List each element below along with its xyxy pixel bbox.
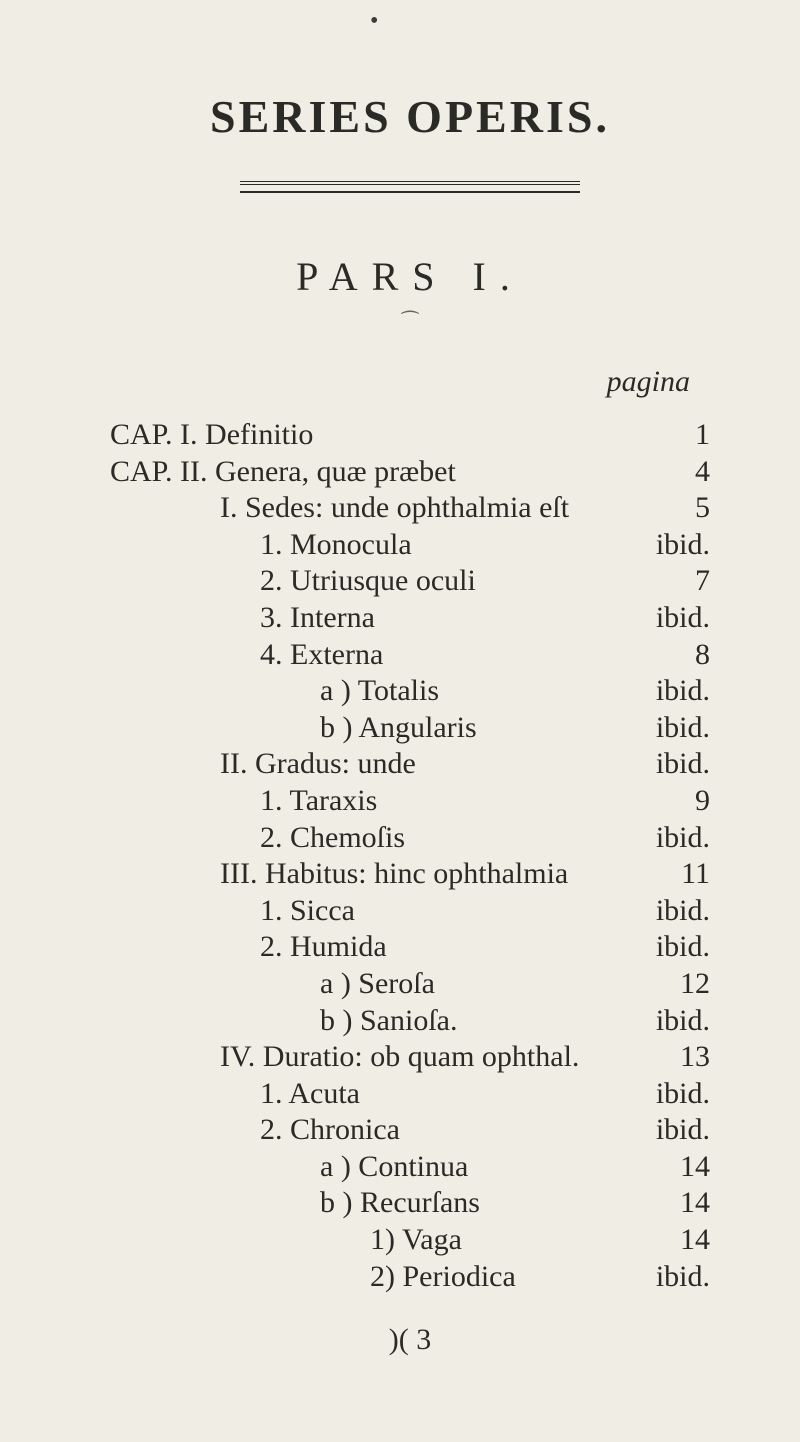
toc-entry-label: 2. Humida — [110, 929, 387, 966]
toc-entry: 2) Periodica ibid. — [110, 1259, 710, 1296]
toc-entry-page: 13 — [668, 1039, 710, 1076]
toc-entry: 3. Interna ibid. — [110, 600, 710, 637]
toc-entry-page: 12 — [668, 966, 710, 1003]
pagina-label: pagina — [110, 365, 710, 399]
toc-entry-label: 3. Interna — [110, 600, 375, 637]
toc-entry-label: I. Sedes: unde ophthalmia eſt — [110, 490, 569, 527]
toc-entry-label: a ) Continua — [110, 1149, 468, 1186]
toc-entry: 1. Monocula ibid. — [110, 527, 710, 564]
toc-entry: CAP. II. Genera, quæ præbet 4 — [110, 454, 710, 491]
toc-entry: b ) Recurſans 14 — [110, 1185, 710, 1222]
toc-entry: a ) Continua 14 — [110, 1149, 710, 1186]
toc-entry: I. Sedes: unde ophthalmia eſt 5 — [110, 490, 710, 527]
toc-entry-page: 9 — [683, 783, 710, 820]
toc-entry: 4. Externa 8 — [110, 637, 710, 674]
toc-entry-page: 1 — [683, 417, 710, 454]
toc-entry-page: 7 — [683, 563, 710, 600]
toc-entry: IV. Duratio: ob quam ophthal. 13 — [110, 1039, 710, 1076]
toc-entry-page: 8 — [683, 637, 710, 674]
toc-entry-label: a ) Seroſa — [110, 966, 435, 1003]
toc-entry-page: ibid. — [644, 1076, 710, 1113]
page: • SERIES OPERIS. PARS I. ⁀ pagina CAP. I… — [0, 0, 800, 1442]
toc-entry-label: a ) Totalis — [110, 673, 439, 710]
toc-entry: 1) Vaga 14 — [110, 1222, 710, 1259]
toc-entry-page: ibid. — [644, 527, 710, 564]
toc-entry: 1. Taraxis 9 — [110, 783, 710, 820]
toc-entry-page: 5 — [683, 490, 710, 527]
toc-entry-label: CAP. II. Genera, quæ præbet — [110, 454, 456, 491]
toc-entry-label: 2. Utriusque oculi — [110, 563, 476, 600]
toc-entry-page: ibid. — [644, 600, 710, 637]
toc-entry: 2. Chemoſis ibid. — [110, 820, 710, 857]
toc-entry-page: 14 — [668, 1149, 710, 1186]
toc-entry-label: 1. Acuta — [110, 1076, 360, 1113]
toc-entry: 1. Acuta ibid. — [110, 1076, 710, 1113]
toc-entry: b ) Sanioſa. ibid. — [110, 1003, 710, 1040]
toc-entry: 2. Humida ibid. — [110, 929, 710, 966]
toc-entry: II. Gradus: unde ibid. — [110, 746, 710, 783]
toc-entry-label: b ) Sanioſa. — [110, 1003, 457, 1040]
toc-entry-label: 1) Vaga — [110, 1222, 462, 1259]
toc-entry-page: 11 — [669, 856, 710, 893]
top-mark: • — [370, 8, 378, 35]
toc-entry-label: III. Habitus: hinc ophthalmia — [110, 856, 568, 893]
toc-entry-label: b ) Recurſans — [110, 1185, 480, 1222]
toc-entry-label: 1. Taraxis — [110, 783, 377, 820]
toc-entry-page: ibid. — [644, 710, 710, 747]
toc-entry-label: 2. Chronica — [110, 1112, 400, 1149]
toc-entry-page: ibid. — [644, 1003, 710, 1040]
pars-heading: PARS I. — [110, 253, 710, 300]
toc-entry-page: 14 — [668, 1222, 710, 1259]
toc-entry: a ) Totalis ibid. — [110, 673, 710, 710]
toc-entry-page: 4 — [683, 454, 710, 491]
toc-entry-page: ibid. — [644, 893, 710, 930]
table-of-contents: CAP. I. Definitio1CAP. II. Genera, quæ p… — [110, 417, 710, 1295]
swash-mark: ⁀ — [110, 310, 710, 335]
toc-entry-label: 1. Sicca — [110, 893, 355, 930]
toc-entry: III. Habitus: hinc ophthalmia 11 — [110, 856, 710, 893]
signature-mark: )( 3 — [110, 1323, 710, 1357]
toc-entry-page: ibid. — [644, 820, 710, 857]
toc-entry-page: ibid. — [644, 673, 710, 710]
toc-entry-label: b ) Angularis — [110, 710, 477, 747]
toc-entry-label: 4. Externa — [110, 637, 383, 674]
toc-entry: 2. Utriusque oculi 7 — [110, 563, 710, 600]
toc-entry-label: II. Gradus: unde — [110, 746, 416, 783]
toc-entry-label: 2) Periodica — [110, 1259, 516, 1296]
toc-entry-page: ibid. — [644, 1259, 710, 1296]
toc-entry-page: 14 — [668, 1185, 710, 1222]
toc-entry-label: 1. Monocula — [110, 527, 412, 564]
toc-entry-label: IV. Duratio: ob quam ophthal. — [110, 1039, 579, 1076]
toc-entry-page: ibid. — [644, 746, 710, 783]
toc-entry: CAP. I. Definitio 1 — [110, 417, 710, 454]
toc-entry-page: ibid. — [644, 929, 710, 966]
toc-entry-page: ibid. — [644, 1112, 710, 1149]
toc-entry-label: CAP. I. Definitio — [110, 417, 313, 454]
toc-entry: 1. Sicca ibid. — [110, 893, 710, 930]
toc-entry-label: 2. Chemoſis — [110, 820, 405, 857]
horizontal-rule — [240, 181, 580, 193]
toc-entry: a ) Seroſa 12 — [110, 966, 710, 1003]
toc-entry: b ) Angularis ibid. — [110, 710, 710, 747]
main-title: SERIES OPERIS. — [110, 90, 710, 143]
toc-entry: 2. Chronica ibid. — [110, 1112, 710, 1149]
